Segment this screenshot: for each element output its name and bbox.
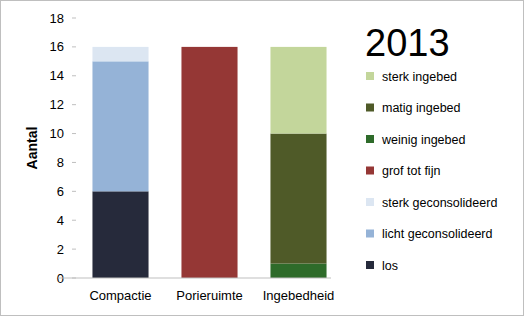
y-tick-label: 14 — [50, 68, 64, 83]
y-tick-label: 12 — [50, 97, 64, 112]
legend-swatch — [366, 167, 374, 175]
y-axis-label: Aantal — [24, 127, 40, 170]
legend-swatch — [366, 261, 374, 269]
y-tick-label: 6 — [57, 184, 64, 199]
y-tick — [72, 191, 76, 192]
frame — [1, 1, 524, 316]
bar-segment — [181, 47, 237, 278]
legend-label: sterk geconsolideerd — [382, 196, 497, 210]
legend-swatch — [366, 230, 374, 238]
bar-segment — [92, 46, 148, 47]
y-tick — [72, 18, 76, 19]
legend-swatch — [366, 104, 374, 112]
x-tick-label: Porieruimte — [176, 288, 242, 303]
legend-label: licht geconsolideerd — [382, 227, 493, 241]
y-tick-label: 18 — [50, 11, 64, 26]
y-tick — [72, 46, 76, 47]
y-tick-label: 8 — [57, 155, 64, 170]
legend-label: weinig ingebed — [381, 133, 465, 147]
bar-segment — [270, 134, 326, 264]
legend-swatch — [366, 135, 374, 143]
bar-segment — [270, 47, 326, 134]
legend-label: sterk ingebed — [382, 70, 457, 84]
title: 2013 — [365, 22, 450, 64]
bars — [92, 47, 326, 278]
legend-swatch — [366, 72, 374, 80]
y-tick — [72, 133, 76, 134]
bar-segment — [92, 47, 148, 61]
y-tick — [72, 75, 76, 76]
legend-label: matig ingebed — [382, 101, 461, 115]
legend-swatch — [366, 198, 374, 206]
legend-label: grof tot fijn — [382, 164, 440, 178]
y-tick-label: 4 — [57, 213, 64, 228]
y-tick — [72, 249, 76, 250]
y-tick-label: 2 — [57, 242, 64, 257]
bar-segment — [92, 191, 148, 278]
x-tick-label: Ingebedheid — [263, 288, 335, 303]
bar-segment — [92, 46, 148, 47]
y-tick — [72, 162, 76, 163]
x-axis — [58, 278, 331, 279]
bar-segment — [181, 46, 237, 47]
bar-segment — [92, 46, 148, 47]
y-tick — [72, 104, 76, 105]
bar-segment — [181, 46, 237, 47]
bar-segment — [181, 46, 237, 47]
bar-segment — [270, 264, 326, 278]
chart: 024681012141618AantalCompactiePorieruimt… — [0, 0, 524, 316]
y-tick-label: 10 — [50, 126, 64, 141]
x-tick-label: Compactie — [89, 288, 151, 303]
bar-segment — [92, 61, 148, 191]
legend-label: los — [382, 259, 398, 273]
bar-segment — [92, 46, 148, 47]
y-tick — [72, 220, 76, 221]
y-tick-label: 16 — [50, 39, 64, 54]
